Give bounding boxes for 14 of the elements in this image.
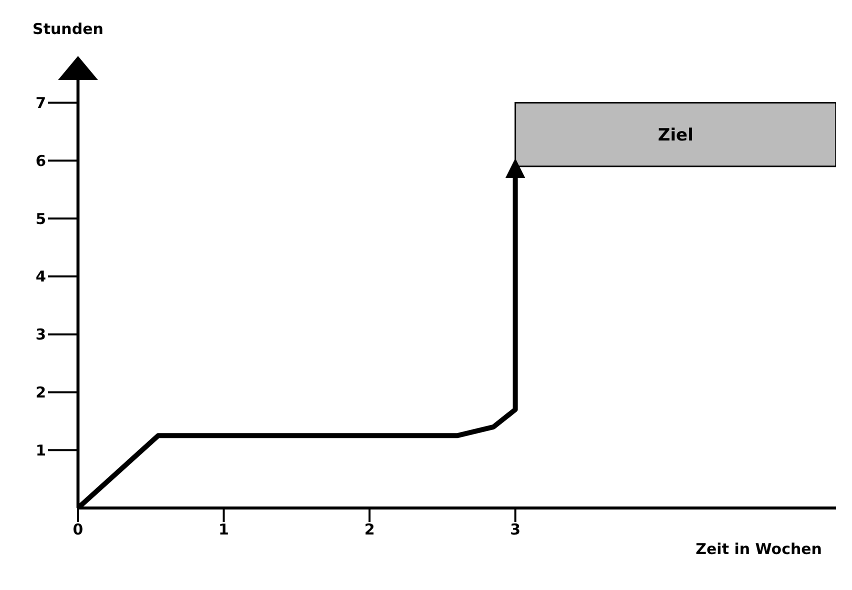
y-axis-title: Stunden — [32, 20, 104, 38]
y-tick-label: 3 — [36, 326, 46, 344]
y-tick-label: 6 — [36, 152, 46, 170]
y-tick-label: 7 — [36, 94, 46, 112]
y-tick-label: 1 — [36, 441, 46, 460]
x-axis-title: Zeit in Wochen — [696, 540, 822, 558]
y-tick-label: 5 — [36, 210, 46, 228]
x-tick-label: 0 — [72, 520, 84, 539]
y-tick-label: 2 — [36, 384, 46, 402]
y-tick-label: 4 — [36, 268, 46, 286]
x-tick-label: 2 — [364, 520, 375, 539]
band-label: Ziel — [658, 126, 694, 146]
x-tick-label: 3 — [510, 520, 521, 539]
x-tick-label: 1 — [218, 520, 229, 539]
